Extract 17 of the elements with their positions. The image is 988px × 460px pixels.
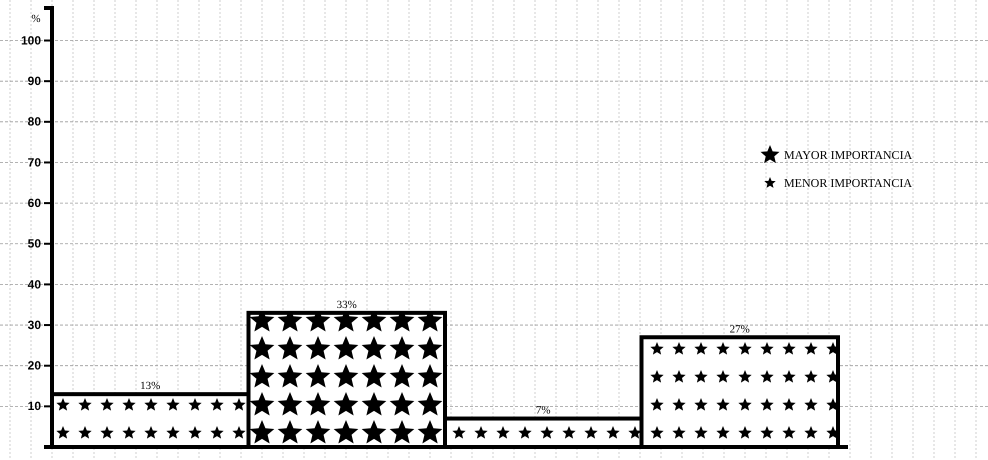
y-tick-label: 50 xyxy=(28,236,42,251)
y-tick-label: 60 xyxy=(28,196,42,210)
y-tick-label: 90 xyxy=(28,74,42,88)
y-tick-label: 20 xyxy=(28,358,42,373)
text: MENOR IMPORTANCIA xyxy=(784,176,912,190)
y-tick-label: 80 xyxy=(28,114,42,129)
data-label: 13% xyxy=(140,380,160,392)
data-label: 33% xyxy=(336,298,357,311)
text: MAYOR IMPORTANCIA xyxy=(784,148,913,162)
data-label: 7% xyxy=(536,404,551,417)
y-tick-label: 30 xyxy=(28,318,42,332)
y-tick-label: 10 xyxy=(28,399,42,414)
data-label: 27% xyxy=(730,323,750,336)
y-tick-label: 70 xyxy=(28,155,42,170)
y-tick-label: 100 xyxy=(20,33,42,48)
y-tick-label: 40 xyxy=(28,277,42,292)
y-axis-title: % xyxy=(31,13,41,25)
